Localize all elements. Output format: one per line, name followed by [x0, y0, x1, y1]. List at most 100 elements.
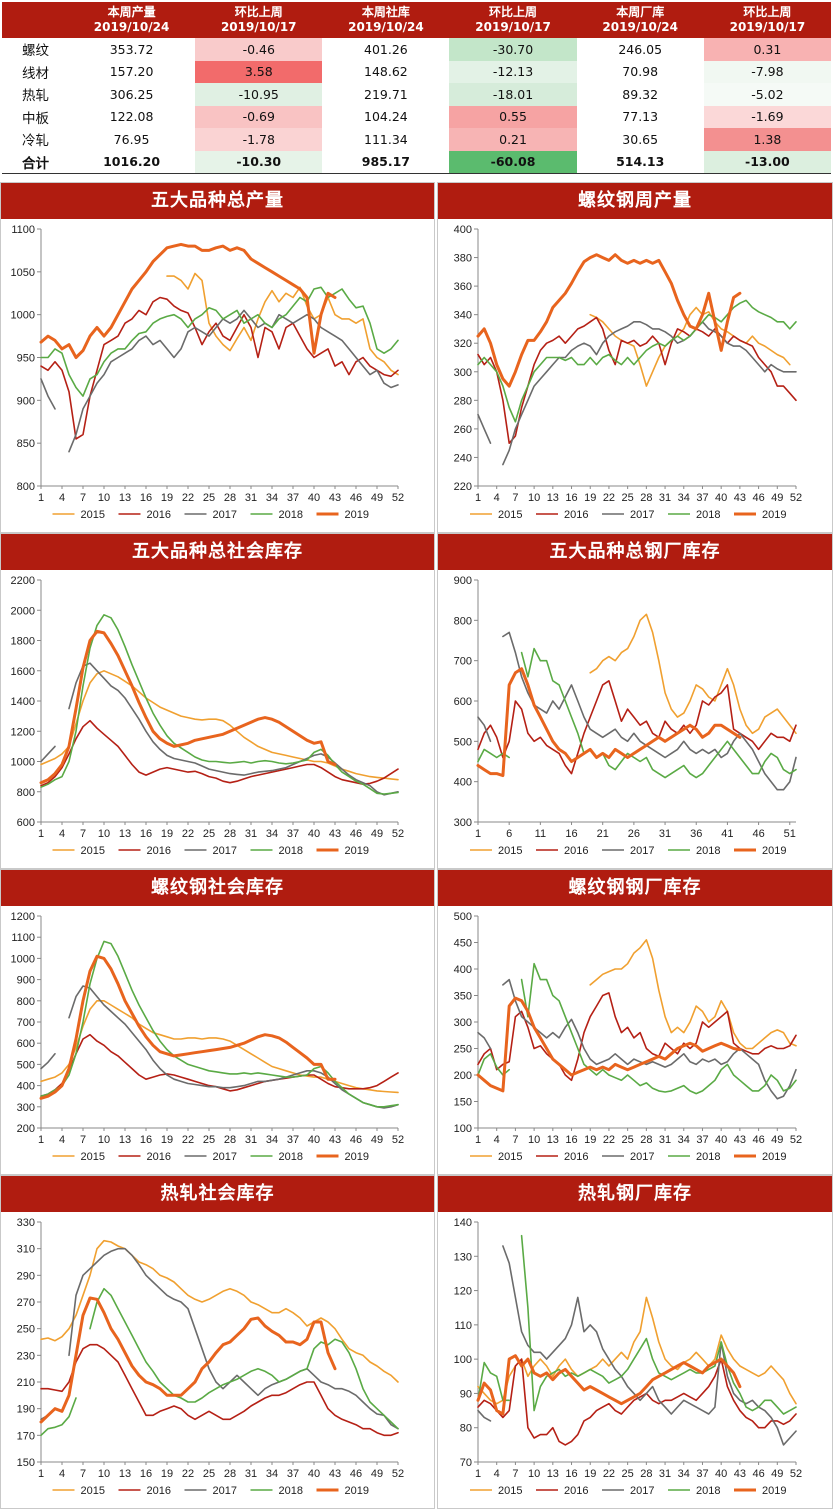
series-line-2018 [477, 299, 797, 423]
x-tick-label: 16 [565, 1468, 577, 1480]
chart-panel-rebar-mill-stock: 螺纹钢钢厂库存 100 150 200 250 300 350 400 450 500 1 4 7 10… [437, 869, 833, 1175]
y-tick-label: 310 [17, 1244, 35, 1256]
x-tick-label: 10 [528, 1134, 540, 1146]
y-tick-label: 850 [17, 438, 35, 450]
x-tick-label: 13 [119, 828, 131, 840]
series-line-2017 [68, 662, 399, 796]
legend-label: 2019 [762, 1151, 786, 1163]
y-tick-label: 1200 [11, 911, 35, 923]
x-tick-label: 40 [308, 492, 320, 504]
x-tick-label: 1 [38, 492, 44, 504]
y-tick-label: 360 [454, 281, 472, 293]
y-tick-label: 1000 [11, 953, 35, 965]
x-tick-label: 25 [203, 492, 215, 504]
legend-label: 2016 [564, 1485, 588, 1497]
table-cell: -7.98 [703, 60, 831, 83]
table-header-cell: 环比上周 2019/10/17 [195, 2, 323, 38]
x-tick-label: 37 [287, 828, 299, 840]
x-tick-label: 28 [224, 1134, 236, 1146]
table-row: 线材 157.20 3.58 148.62 -12.13 70.98 -7.98 [2, 60, 831, 83]
x-tick-label: 40 [308, 1468, 320, 1480]
y-tick-label: 210 [17, 1377, 35, 1389]
x-tick-label: 52 [790, 492, 802, 504]
y-tick-label: 280 [454, 395, 472, 407]
series-line-2019 [39, 954, 337, 1100]
chart-title: 五大品种总钢厂库存 [438, 534, 832, 570]
table-cell: 89.32 [622, 86, 659, 102]
chart-rebar-mill-stock: 100 150 200 250 300 350 400 450 500 1 4 7 10 13 16 19 22… [454, 911, 802, 1163]
y-tick-label: 1000 [11, 757, 35, 769]
y-tick-label: 200 [454, 1070, 472, 1082]
series-line-2017 [68, 985, 399, 1109]
series-line-2017 [68, 1247, 399, 1430]
x-tick-label: 1 [475, 1134, 481, 1146]
x-tick-label: 34 [266, 1468, 278, 1480]
x-tick-label: 31 [659, 1134, 671, 1146]
x-tick-label: 49 [371, 828, 383, 840]
y-tick-label: 400 [454, 224, 472, 236]
y-tick-label: 900 [17, 975, 35, 987]
table-cell: -0.69 [195, 105, 323, 128]
y-tick-label: 100 [454, 1123, 472, 1135]
series-line-2017 [502, 1245, 797, 1446]
series-line-2017 [477, 1409, 492, 1422]
y-tick-label: 120 [454, 1286, 472, 1298]
legend-label: 2017 [213, 1485, 237, 1497]
x-tick-label: 22 [603, 1134, 615, 1146]
x-tick-label: 37 [287, 492, 299, 504]
x-tick-label: 34 [678, 1468, 690, 1480]
summary-table-header: 本周产量 2019/10/24 环比上周 2019/10/17 本周社库 2019/10/… [2, 2, 831, 38]
legend-label: 2019 [345, 1151, 369, 1163]
y-tick-label: 110 [454, 1320, 472, 1332]
table-header-cell: 本周社库 2019/10/24 [322, 2, 450, 38]
legend-label: 2018 [279, 845, 303, 857]
x-tick-label: 1 [38, 1468, 44, 1480]
x-tick-label: 22 [182, 492, 194, 504]
table-cell: 514.13 [576, 150, 704, 174]
table-cell: -13.00 [703, 150, 831, 174]
series-line-2017 [40, 1053, 56, 1070]
x-tick-label: 28 [224, 492, 236, 504]
x-tick-label: 25 [203, 828, 215, 840]
x-tick-label: 22 [182, 1468, 194, 1480]
x-tick-label: 7 [80, 492, 86, 504]
table-cell: -5.02 [703, 83, 831, 106]
table-cell: -10.95 [195, 83, 323, 106]
series-line-2019 [39, 1296, 337, 1424]
legend-label: 2018 [279, 1151, 303, 1163]
x-tick-label: 37 [287, 1468, 299, 1480]
chart-total-output: 800 850 900 950 1000 1050 1100 1 4 7 10 13 16 19 22 25 2… [11, 224, 405, 521]
series-line-2017 [502, 978, 797, 1100]
x-tick-label: 22 [182, 1134, 194, 1146]
x-tick-label: 7 [80, 1468, 86, 1480]
x-tick-label: 7 [512, 1468, 518, 1480]
table-header-line: 2019/10/24 [93, 20, 170, 34]
legend-label: 2018 [696, 509, 720, 521]
x-tick-label: 34 [266, 828, 278, 840]
table-row: 合计 1016.20 -10.30 985.17 -60.08 514.13 -13.00 [2, 150, 831, 174]
y-tick-label: 500 [454, 736, 472, 748]
chart-title: 热轧社会库存 [1, 1176, 434, 1212]
y-tick-label: 500 [17, 1059, 35, 1071]
x-tick-label: 49 [371, 492, 383, 504]
y-tick-label: 170 [17, 1430, 35, 1442]
row-label: 热轧 [22, 88, 49, 105]
chart-hotroll-social-stock: 150 170 190 210 230 250 270 290 310 330 1 4 7 10 13 16 1… [17, 1217, 404, 1497]
chart-title: 五大品种总产量 [1, 183, 434, 219]
legend-label: 2018 [279, 509, 303, 521]
table-cell: -1.78 [195, 128, 323, 151]
summary-table: 本周产量 2019/10/24 环比上周 2019/10/17 本周社库 2019/10/… [2, 2, 831, 174]
series-line-2017 [68, 309, 399, 453]
chart-hotroll-mill-stock: 70 80 90 100 110 120 130 140 1 4 7 10 13 16 19 22 25 28 31… [454, 1217, 802, 1497]
x-tick-label: 31 [245, 1468, 257, 1480]
series-line-2019 [39, 629, 337, 785]
x-tick-label: 46 [752, 1468, 764, 1480]
y-tick-label: 400 [454, 964, 472, 976]
x-tick-label: 43 [734, 1134, 746, 1146]
y-tick-label: 1600 [11, 666, 35, 678]
legend-label: 2016 [147, 509, 171, 521]
x-tick-label: 34 [678, 492, 690, 504]
y-tick-label: 240 [454, 452, 472, 464]
x-tick-label: 43 [329, 1134, 341, 1146]
series-line-2016 [477, 1358, 797, 1446]
